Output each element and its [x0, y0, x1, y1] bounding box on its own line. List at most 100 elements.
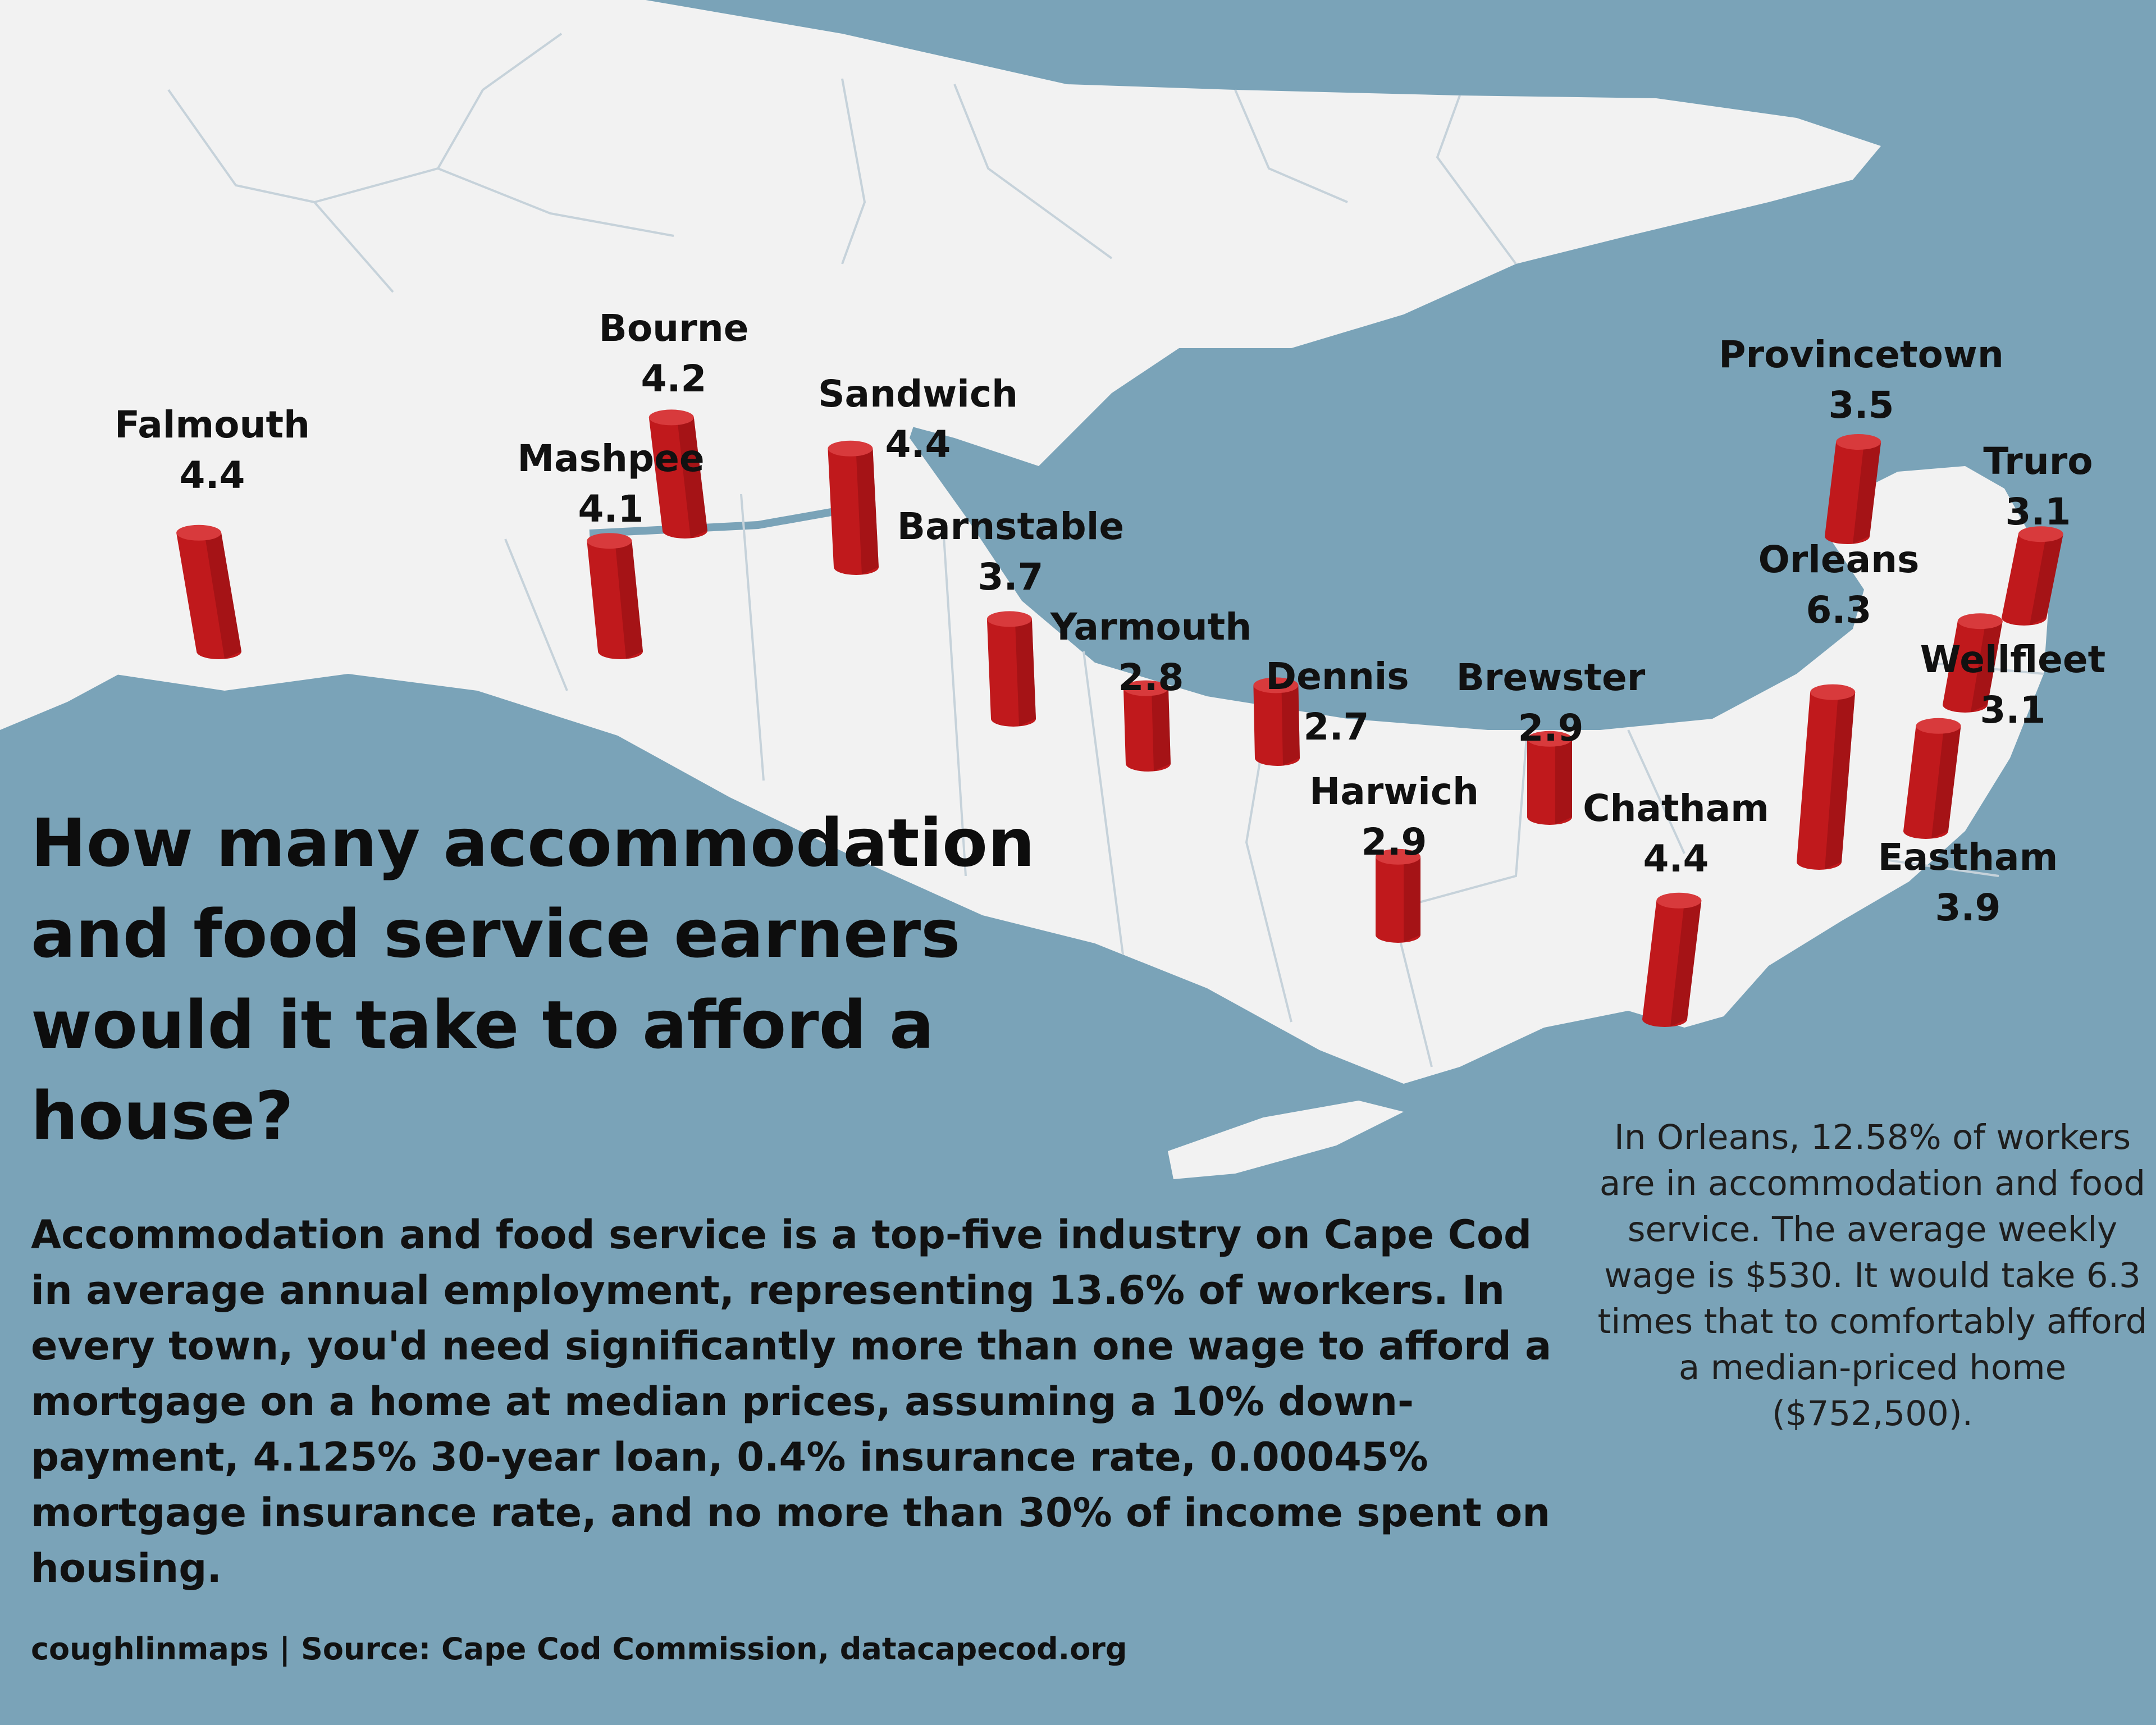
bar-shade [204, 532, 241, 659]
town-name: Barnstable [897, 505, 1125, 548]
bar-top [828, 440, 873, 457]
bar-brewster [1527, 731, 1572, 825]
label-brewster: Brewster 2.9 [1456, 652, 1646, 754]
bar-top [1916, 718, 1961, 734]
town-name: Eastham [1878, 836, 2058, 879]
label-mashpee: Mashpee 4.1 [517, 433, 704, 535]
bar-top [176, 524, 222, 541]
source-credit: coughlinmaps | Source: Cape Cod Commissi… [31, 1631, 1127, 1667]
label-falmouth: Falmouth 4.4 [115, 400, 310, 501]
bar-shade [1670, 900, 1702, 1027]
town-value: 4.4 [885, 423, 951, 466]
label-chatham: Chatham 4.4 [1583, 783, 1769, 884]
town-value: 4.4 [1643, 837, 1709, 880]
town-value: 4.2 [641, 357, 707, 400]
bar-shade [1015, 619, 1036, 727]
town-value: 2.9 [1361, 820, 1427, 864]
bar-wellfleet [1943, 613, 2003, 713]
bar-dennis [1253, 677, 1300, 766]
label-yarmouth: Yarmouth 2.8 [1050, 602, 1251, 703]
town-name: Truro [1983, 440, 2093, 483]
town-name: Bourne [599, 307, 749, 350]
bar-mashpee [587, 533, 643, 659]
bar-eastham [1903, 718, 1961, 839]
town-value: 6.3 [1806, 588, 1872, 632]
town-value: 4.1 [578, 487, 644, 531]
town-name: Mashpee [517, 437, 705, 480]
bar-shade [1853, 442, 1881, 544]
label-provincetown: Provincetown 3.5 [1719, 330, 2004, 431]
town-name: Sandwich [817, 372, 1018, 416]
bar-shade [615, 541, 643, 659]
label-orleans: Orleans 6.3 [1758, 535, 1920, 636]
town-name: Chatham [1583, 787, 1769, 830]
bar-top [986, 611, 1032, 627]
bar-top [1656, 892, 1702, 909]
bar-top [648, 409, 694, 426]
orleans-note: In Orleans, 12.58% of workers are in acc… [1597, 1117, 2148, 1434]
town-value: 2.9 [1518, 706, 1584, 750]
bar-shade [856, 448, 879, 575]
bar-layer [176, 409, 2063, 1027]
town-value: 2.7 [1303, 705, 1369, 749]
bar-shade [1404, 856, 1420, 943]
label-harwich: Harwich 2.9 [1309, 766, 1479, 868]
bar-falmouth [176, 524, 241, 659]
bar-top [1253, 677, 1299, 693]
bar-top [1836, 434, 1881, 450]
town-value: 3.9 [1935, 886, 2001, 929]
label-barnstable: Barnstable 3.7 [897, 501, 1124, 603]
bar-shade [2030, 534, 2063, 626]
title: How many accommodation and food service … [31, 804, 1035, 1154]
bar-yarmouth [1123, 680, 1171, 772]
bar-shade [1971, 621, 2003, 713]
bar-top [1527, 731, 1572, 747]
bar-barnstable [986, 611, 1036, 727]
town-name: Brewster [1456, 656, 1646, 699]
label-bourne: Bourne 4.2 [599, 303, 749, 404]
town-name: Orleans [1758, 538, 1920, 581]
bar-shade [1281, 685, 1300, 766]
bar-top [1810, 684, 1856, 700]
bar-orleans [1797, 684, 1856, 870]
label-sandwich: Sandwich 4.4 [818, 369, 1018, 470]
bar-top [587, 533, 632, 549]
bar-chatham [1642, 892, 1702, 1027]
label-truro: Truro 3.1 [1983, 436, 2093, 537]
label-dennis-value: 2.7 [1304, 702, 1369, 752]
town-value: 4.4 [179, 454, 245, 497]
town-name: Harwich [1309, 770, 1479, 813]
town-name: Dennis [1266, 655, 1409, 698]
town-name: Provincetown [1719, 333, 2004, 376]
body-text: Accommodation and food service is a top-… [31, 1212, 1552, 1591]
bar-shade [1151, 688, 1171, 772]
bar-sandwich [828, 440, 879, 575]
town-value: 3.5 [1828, 384, 1894, 427]
bar-shade [677, 417, 707, 539]
monomoy [1168, 1101, 1404, 1179]
bar-shade [1931, 725, 1961, 839]
label-eastham: Eastham 3.9 [1878, 832, 2058, 933]
bar-shade [1825, 692, 1856, 870]
bar-bourne [648, 409, 707, 539]
bar-truro [2002, 526, 2063, 626]
label-wellfleet: Wellfleet 3.1 [1920, 635, 2105, 736]
bar-top [1376, 848, 1420, 865]
bar-harwich [1376, 848, 1420, 943]
bar-provincetown [1825, 434, 1881, 544]
town-value: 3.1 [1980, 688, 2046, 732]
town-value: 3.7 [977, 555, 1044, 599]
bar-top [2018, 526, 2063, 542]
bar-top [1957, 613, 2003, 629]
canal [589, 504, 855, 537]
town-borders [167, 33, 2044, 1067]
bar-top [1123, 680, 1168, 696]
label-dennis: Dennis [1266, 651, 1409, 702]
bar-shade [1555, 738, 1572, 825]
town-name: Yarmouth [1050, 605, 1252, 649]
town-value: 3.1 [2005, 490, 2071, 533]
town-name: Falmouth [114, 403, 310, 446]
town-name: Wellfleet [1920, 638, 2106, 681]
town-value: 2.8 [1118, 656, 1184, 699]
